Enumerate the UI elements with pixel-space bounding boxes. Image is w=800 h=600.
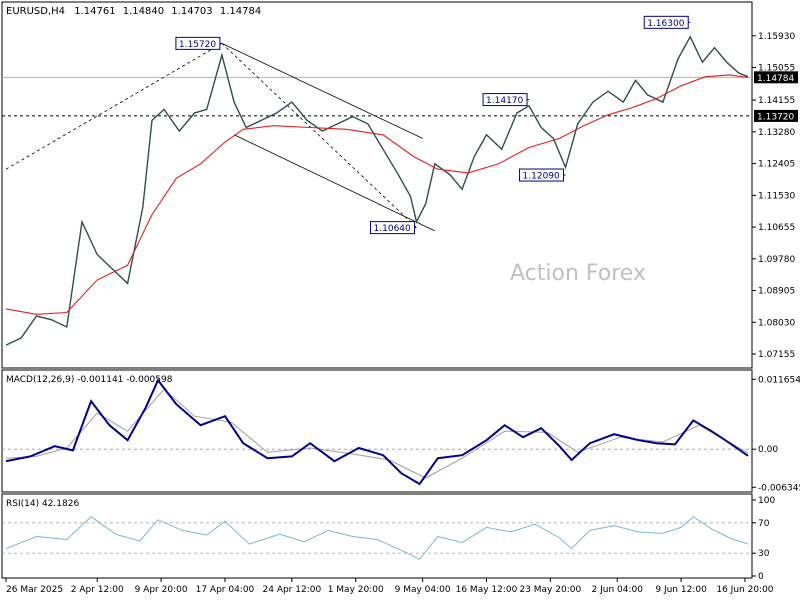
ohlc-open: 1.14761 xyxy=(74,6,115,17)
price-annotations: 1.15720 1.10640 1.14170 1.12090 1.16300 xyxy=(175,15,691,235)
time-tick-label: 9 Apr 20:00 xyxy=(135,585,188,595)
chart-symbol: EURUSD,H4 xyxy=(6,6,65,17)
macd-signal-line xyxy=(5,388,749,479)
rsi-tick-label: 70 xyxy=(758,519,770,529)
price-tick-label: 1.14155 xyxy=(758,96,795,106)
macd-label: MACD(12,26,9) -0.001141 -0.000598 xyxy=(6,375,173,385)
price-annotation-label: 1.14170 xyxy=(486,96,523,106)
ohlc-high: 1.14840 xyxy=(123,6,164,17)
rsi-line xyxy=(5,516,749,560)
rsi-lines xyxy=(2,516,752,560)
ohlc-close: 1.14784 xyxy=(220,6,261,17)
price-series-line xyxy=(5,35,749,346)
price-tick-label: 1.13280 xyxy=(758,128,795,138)
price-tick-label: 1.11530 xyxy=(758,191,795,201)
time-tick-label: 23 May 20:00 xyxy=(519,585,581,595)
support-level-label: 1.13720 xyxy=(757,112,794,122)
price-tick-label: 1.15055 xyxy=(758,63,795,73)
price-annotation-label: 1.10640 xyxy=(374,224,411,234)
time-tick-label: 1 May 20:00 xyxy=(328,585,384,595)
rsi-axis: 100 70 30 0 xyxy=(752,496,775,582)
ohlc-low: 1.14703 xyxy=(171,6,212,17)
rsi-tick-label: 30 xyxy=(758,549,770,559)
price-lines: 1.14784 1.13720 xyxy=(2,35,798,346)
macd-tick-label: 0.011654 xyxy=(758,375,800,385)
rsi-tick-label: 0 xyxy=(758,572,764,582)
time-tick-label: 2 Apr 12:00 xyxy=(71,585,124,595)
price-tick-label: 1.09780 xyxy=(758,255,795,265)
time-tick-label: 16 Jun 20:00 xyxy=(716,585,773,595)
price-axis: 1.15930 1.15055 1.14155 1.13280 1.12405 1.115… xyxy=(752,32,795,360)
macd-lines xyxy=(2,378,752,486)
price-annotation-label: 1.12090 xyxy=(523,172,560,182)
price-tick-label: 1.12405 xyxy=(758,160,795,170)
time-axis: 26 Mar 2025 2 Apr 12:00 9 Apr 20:00 17 Apr … xyxy=(5,578,774,595)
time-tick-label: 9 Jun 12:00 xyxy=(655,585,707,595)
moving-average-line xyxy=(5,74,749,315)
price-annotation-label: 1.16300 xyxy=(647,19,684,29)
price-tick-label: 1.15930 xyxy=(758,32,795,42)
macd-axis: 0.011654 0.00 -0.006345 xyxy=(752,375,800,493)
time-tick-label: 17 Apr 04:00 xyxy=(196,585,255,595)
rsi-panel-frame xyxy=(1,493,753,579)
price-tick-label: 1.10655 xyxy=(758,223,795,233)
price-tick-label: 1.08905 xyxy=(758,287,795,297)
price-panel: EURUSD,H4 1.14761 1.14840 1.14703 1.1478… xyxy=(1,1,798,369)
current-price-label: 1.14784 xyxy=(757,74,794,84)
trendline xyxy=(221,43,417,228)
macd-panel: MACD(12,26,9) -0.001141 -0.000598 0.0116… xyxy=(1,369,800,493)
rsi-panel: RSI(14) 42.1826 100 70 30 0 xyxy=(1,493,775,582)
price-panel-frame xyxy=(1,1,753,369)
price-tick-label: 1.07155 xyxy=(758,350,795,360)
price-tick-label: 1.08030 xyxy=(758,318,795,328)
macd-line xyxy=(5,378,749,486)
time-tick-label: 16 May 12:00 xyxy=(456,585,518,595)
macd-tick-label: -0.006345 xyxy=(758,483,800,493)
macd-tick-label: 0.00 xyxy=(758,445,778,455)
time-tick-label: 2 Jun 04:00 xyxy=(592,585,644,595)
current-price-label-box xyxy=(754,71,798,84)
time-tick-label: 9 May 04:00 xyxy=(395,585,451,595)
rsi-tick-label: 100 xyxy=(758,496,775,506)
trendline xyxy=(233,134,435,232)
support-level-label-box xyxy=(754,109,798,122)
macd-panel-frame xyxy=(1,369,753,493)
time-tick-label: 26 Mar 2025 xyxy=(6,585,63,595)
trendline xyxy=(221,43,423,139)
price-annotation-label: 1.15720 xyxy=(179,40,216,50)
time-tick-label: 24 Apr 12:00 xyxy=(263,585,322,595)
chart-symbol-header: EURUSD,H4 1.14761 1.14840 1.14703 1.1478… xyxy=(6,6,261,17)
watermark: Action Forex xyxy=(510,261,646,286)
rsi-label: RSI(14) 42.1826 xyxy=(6,499,79,509)
